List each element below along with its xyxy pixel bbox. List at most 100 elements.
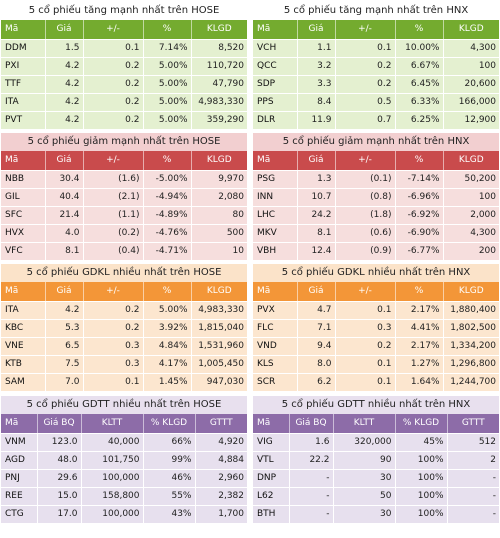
stock-panel: 5 cổ phiếu GDKL nhiều nhất trên HOSE Mã Gi… <box>1 264 247 392</box>
ticker-cell: KLS <box>253 354 298 373</box>
ticker-cell: QCC <box>253 56 298 75</box>
value-cell: 6.25% <box>395 110 444 129</box>
table-row: ITA 4.2 0.2 5.00% 4,983,330 <box>1 92 247 111</box>
panel-title: 5 cổ phiếu tăng mạnh nhất trên HNX <box>253 2 499 20</box>
table-row: KBC 5.3 0.2 3.92% 1,815,040 <box>1 318 247 337</box>
value-cell: 99% <box>143 450 196 469</box>
value-cell: 5.00% <box>143 300 192 319</box>
table-row: VIG 1.6 320,000 45% 512 <box>253 432 499 451</box>
column-header: % <box>395 20 444 39</box>
table-row: SDP 3.3 0.2 6.45% 20,600 <box>253 74 499 93</box>
ticker-cell: VBH <box>253 241 298 260</box>
value-cell: 4,300 <box>443 223 499 242</box>
ticker-cell: AGD <box>1 450 38 469</box>
ticker-cell: NBB <box>1 169 46 188</box>
value-cell: (0.8) <box>335 187 396 206</box>
value-cell: 22.2 <box>289 450 334 469</box>
ticker-cell: INN <box>253 187 298 206</box>
value-cell: 6.45% <box>395 74 444 93</box>
ticker-cell: HVX <box>1 223 46 242</box>
column-header: Mã <box>1 151 46 170</box>
column-header: Giá <box>45 20 84 39</box>
value-cell: 8.1 <box>297 223 336 242</box>
value-cell: 6.33% <box>395 92 444 111</box>
value-cell: 80 <box>191 205 247 224</box>
column-header: Giá <box>297 151 336 170</box>
value-cell: 100% <box>395 486 448 505</box>
panel-title: 5 cổ phiếu tăng mạnh nhất trên HOSE <box>1 2 247 20</box>
table-row: GIL 40.4 (2.1) -4.94% 2,080 <box>1 187 247 206</box>
value-cell: 5.00% <box>143 110 192 129</box>
stock-table: Mã Giá +/-% KLGD NBB 30.4 (1.6) -5.00% 9,970 GIL 4… <box>1 151 247 260</box>
value-cell: 43% <box>143 504 196 523</box>
value-cell: 512 <box>447 432 499 451</box>
value-cell: 5.00% <box>143 74 192 93</box>
value-cell: 30 <box>333 468 396 487</box>
column-header: Giá BQ <box>37 414 82 433</box>
table-row: PXI 4.2 0.2 5.00% 110,720 <box>1 56 247 75</box>
value-cell: 166,000 <box>443 92 499 111</box>
column-header: Mã <box>253 151 298 170</box>
value-cell: 48.0 <box>37 450 82 469</box>
value-cell: 4,983,330 <box>191 92 247 111</box>
table-header-row: Mã Giá BQ KLTT% KLGD GTTT <box>1 414 247 433</box>
value-cell: 4.7 <box>297 300 336 319</box>
table-row: SCR 6.2 0.1 1.64% 1,244,700 <box>253 372 499 391</box>
column-header: GTTT <box>195 414 247 433</box>
value-cell: -5.00% <box>143 169 192 188</box>
value-cell: 10.7 <box>297 187 336 206</box>
stock-table: Mã Giá +/-% KLGD PSG 1.3 (0.1) -7.14% 50,200 INN 1… <box>253 151 499 260</box>
table-row: NBB 30.4 (1.6) -5.00% 9,970 <box>1 169 247 188</box>
table-row: PPS 8.4 0.5 6.33% 166,000 <box>253 92 499 111</box>
value-cell: 10.00% <box>395 38 444 57</box>
panel-title: 5 cổ phiếu GDKL nhiều nhất trên HNX <box>253 264 499 282</box>
column-header: Mã <box>253 282 298 301</box>
value-cell: 0.2 <box>83 300 144 319</box>
ticker-cell: VNE <box>1 336 46 355</box>
value-cell: - <box>447 486 499 505</box>
value-cell: 12,900 <box>443 110 499 129</box>
ticker-cell: DNP <box>253 468 290 487</box>
value-cell: 100% <box>395 504 448 523</box>
table-row: SAM 7.0 0.1 1.45% 947,030 <box>1 372 247 391</box>
stock-table: Mã Giá BQ KLTT% KLGD GTTT VIG 1.6 320,000 45% 51… <box>253 414 499 523</box>
table-row: DNP -30 100% - <box>253 468 499 487</box>
stock-table: Mã Giá BQ KLTT% KLGD GTTT VNM 123.0 40,000 66% 4… <box>1 414 247 523</box>
column-header: % <box>395 282 444 301</box>
value-cell: 55% <box>143 486 196 505</box>
table-row: SFC 21.4 (1.1) -4.89% 80 <box>1 205 247 224</box>
value-cell: (0.4) <box>83 241 144 260</box>
stock-panel: 5 cổ phiếu GDTT nhiều nhất trên HNX Mã Giá… <box>253 396 499 538</box>
table-header-row: Mã Giá +/-% KLGD <box>1 20 247 39</box>
value-cell: 50 <box>333 486 396 505</box>
value-cell: 0.3 <box>83 336 144 355</box>
value-cell: 2,382 <box>195 486 247 505</box>
column-header: Giá <box>45 151 84 170</box>
table-header-row: Mã Giá BQ KLTT% KLGD GTTT <box>253 414 499 433</box>
column-header: +/- <box>83 20 144 39</box>
table-row: PVT 4.2 0.2 5.00% 359,290 <box>1 110 247 129</box>
ticker-cell: PXI <box>1 56 46 75</box>
value-cell: 947,030 <box>191 372 247 391</box>
value-cell: 4,300 <box>443 38 499 57</box>
value-cell: 2,960 <box>195 468 247 487</box>
table-row: ITA 4.2 0.2 5.00% 4,983,330 <box>1 300 247 319</box>
column-header: KLGD <box>443 151 499 170</box>
column-header: % KLGD <box>143 414 196 433</box>
value-cell: 8.1 <box>45 241 84 260</box>
value-cell: -7.14% <box>395 169 444 188</box>
value-cell: 4.2 <box>45 300 84 319</box>
column-header: Mã <box>253 20 298 39</box>
column-header: +/- <box>335 282 396 301</box>
value-cell: 1,700 <box>195 504 247 523</box>
column-header: KLGD <box>191 151 247 170</box>
ticker-cell: PSG <box>253 169 298 188</box>
ticker-cell: DDM <box>1 38 46 57</box>
value-cell: 0.1 <box>335 300 396 319</box>
table-row: VCH 1.1 0.1 10.00% 4,300 <box>253 38 499 57</box>
value-cell: 0.2 <box>335 74 396 93</box>
ticker-cell: LHC <box>253 205 298 224</box>
column-header: KLGD <box>443 20 499 39</box>
ticker-cell: PVT <box>1 110 46 129</box>
value-cell: 29.6 <box>37 468 82 487</box>
